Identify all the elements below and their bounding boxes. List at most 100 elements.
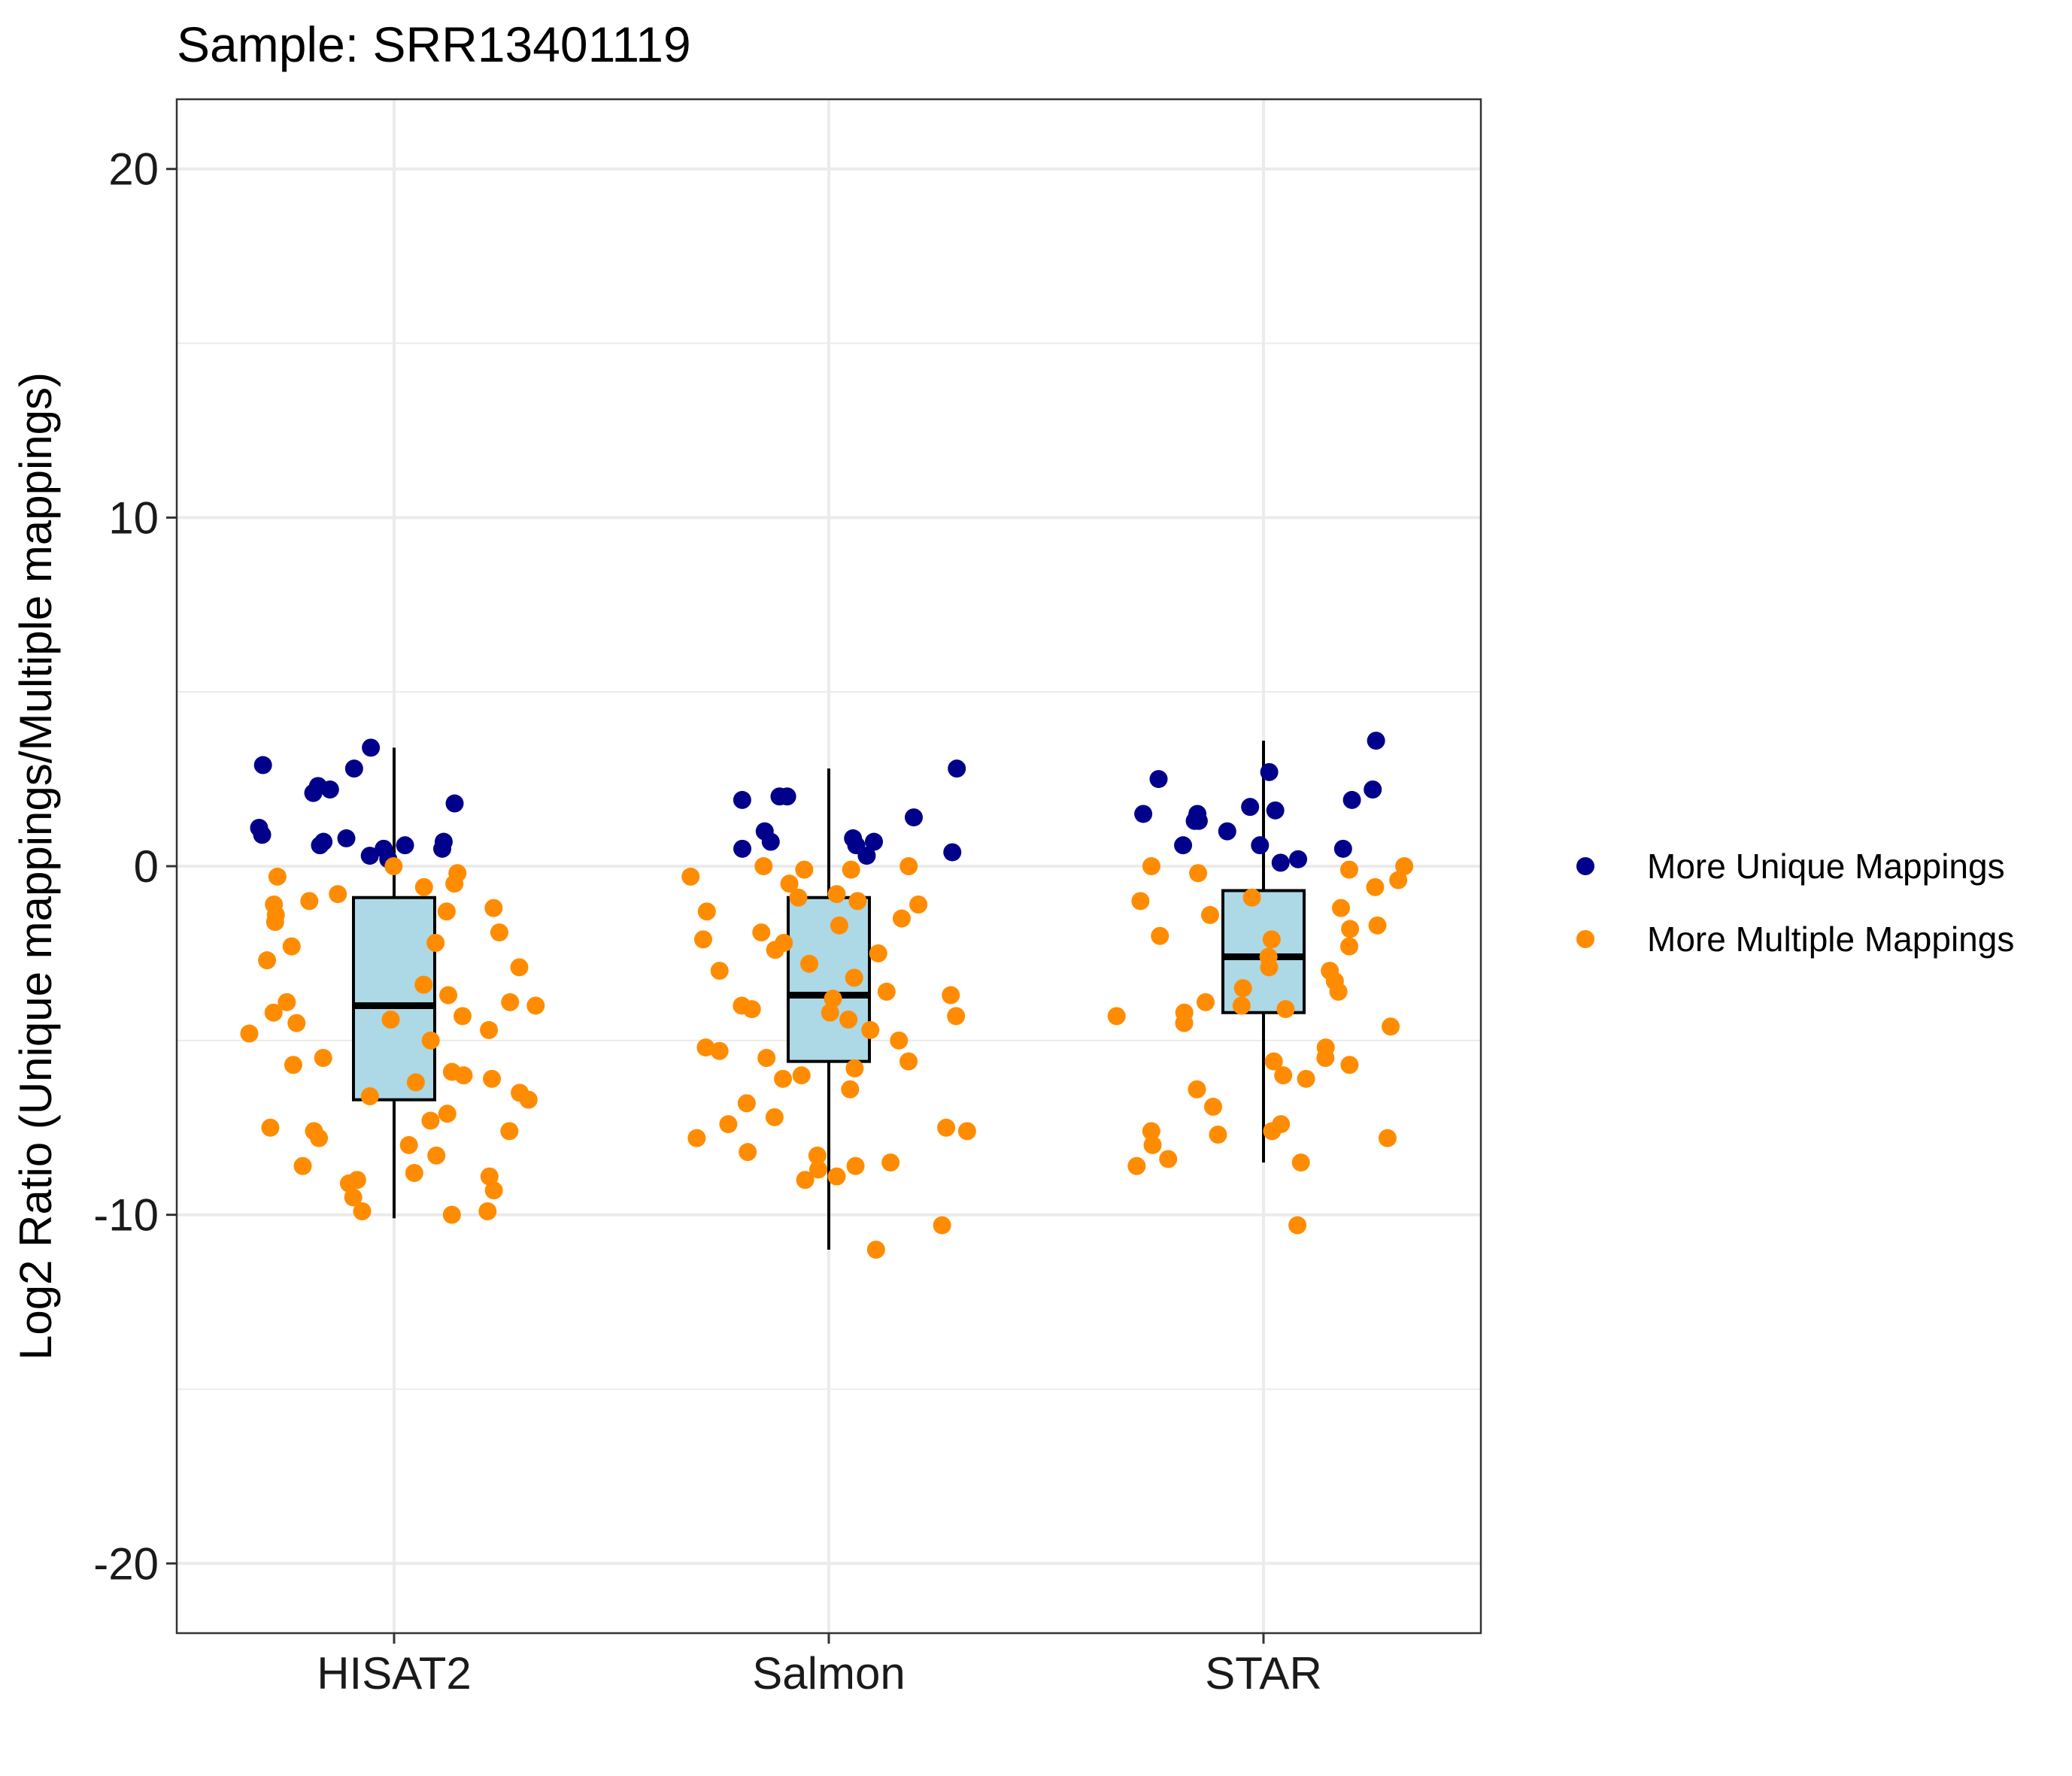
data-point-unique [904,808,923,827]
data-point-multiple [909,896,928,914]
data-point-multiple [1291,1153,1310,1172]
data-point-multiple [957,1122,976,1141]
data-point-multiple [1340,1056,1359,1074]
data-point-multiple [1142,1122,1160,1141]
data-point-multiple [1262,930,1281,949]
data-point-multiple [933,1216,951,1235]
data-point-multiple [344,1188,363,1207]
data-point-multiple [792,1066,811,1085]
data-point-unique [1185,811,1204,830]
data-point-unique [778,787,796,806]
data-point-multiple [287,1014,306,1032]
data-point-multiple [1175,1003,1194,1022]
data-point-multiple [719,1115,738,1134]
data-point-unique [1174,836,1193,855]
data-point-multiple [480,1167,499,1186]
data-point-multiple [406,1073,425,1092]
data-point-multiple [1329,982,1348,1001]
data-point-multiple [1382,1017,1400,1036]
data-point-multiple [861,1020,880,1039]
data-point-unique [1364,780,1382,799]
data-point-multiple [697,902,716,921]
y-tick-label: -10 [93,1190,159,1241]
x-tick-label: HISAT2 [317,1648,472,1699]
data-point-multiple [353,1202,372,1220]
data-point-multiple [841,1080,860,1099]
data-point-multiple [795,860,814,879]
data-point-multiple [877,982,896,1001]
data-point-multiple [442,1205,461,1224]
data-point-unique [943,843,962,862]
x-tick-label: Salmon [752,1648,905,1699]
data-point-unique [253,826,272,844]
data-point-multiple [284,1056,302,1074]
data-point-multiple [1260,958,1279,977]
data-point-multiple [757,1049,776,1067]
data-point-unique [445,794,464,813]
data-point-multiple [845,1059,864,1077]
data-point-multiple [1209,1126,1227,1144]
data-point-multiple [314,1049,332,1067]
data-point-multiple [268,867,287,886]
data-point-multiple [414,877,433,896]
data-point-multiple [510,958,529,977]
data-point-multiple [1127,1156,1146,1175]
data-point-multiple [414,975,433,994]
data-point-multiple [1366,877,1385,896]
data-point-multiple [780,874,799,893]
data-point-unique [344,759,363,778]
data-point-multiple [789,888,808,907]
legend: More Unique Mappings More Multiple Mappin… [1576,847,2014,959]
data-point-multiple [681,867,700,886]
data-point-multiple [484,1181,503,1200]
data-point-unique [337,829,356,847]
data-point-multiple [480,1020,499,1039]
data-point-multiple [766,941,784,959]
data-point-unique [362,738,381,757]
data-point-multiple [264,1003,283,1022]
data-point-unique [320,780,339,799]
data-point-multiple [800,954,819,973]
data-point-unique [1342,790,1361,809]
axis-layer: -20 -10 0 10 20 HISAT2 Salmon STAR [93,144,1322,1699]
data-point-multiple [478,1202,497,1220]
data-point-multiple [796,1171,815,1190]
data-point-multiple [839,1011,858,1029]
y-tick-label: 20 [108,144,159,195]
data-point-multiple [1297,1069,1315,1088]
data-point-multiple [754,857,773,875]
data-point-multiple [899,857,918,875]
data-point-unique [1333,839,1352,858]
data-point-multiple [1131,892,1150,911]
legend-label-multiple: More Multiple Mappings [1647,920,2014,959]
point-layer [240,732,1414,1259]
data-point-unique [1134,805,1153,823]
data-point-unique [304,783,323,802]
y-axis-title: Log2 Ratio (Unique mappings/Multiple map… [11,372,61,1360]
data-point-multiple [421,1031,440,1050]
data-point-multiple [869,944,887,962]
data-point-unique [1149,770,1168,789]
data-point-multiple [710,962,729,980]
data-point-multiple [438,1105,457,1123]
box-iqr [352,896,436,1102]
data-point-multiple [258,951,277,970]
data-point-multiple [360,1087,379,1105]
data-point-multiple [519,1090,538,1109]
data-point-unique [1289,850,1308,868]
data-point-multiple [439,986,458,1005]
data-point-multiple [737,1094,756,1113]
data-point-multiple [381,1011,400,1029]
data-point-multiple [827,1167,846,1186]
data-point-multiple [881,1153,900,1172]
data-point-multiple [821,1003,839,1022]
data-point-multiple [947,1007,966,1026]
data-point-unique [1271,853,1290,872]
data-point-multiple [261,1118,280,1137]
data-point-unique [733,839,752,858]
data-point-multiple [866,1241,885,1259]
data-point-multiple [484,899,503,917]
data-point-multiple [421,1111,440,1130]
data-point-multiple [739,1143,757,1162]
legend-key-unique [1576,857,1594,875]
